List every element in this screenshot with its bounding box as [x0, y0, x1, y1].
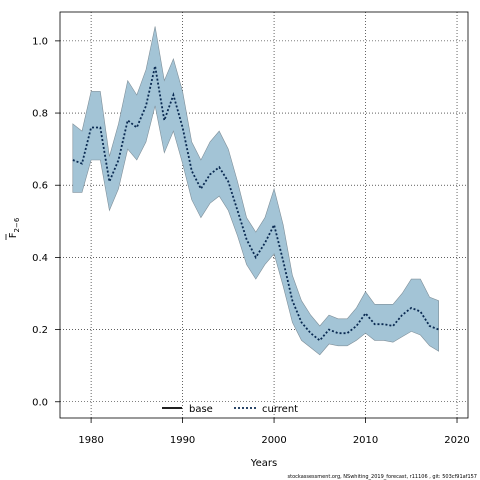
y-tick-label: 0.8	[32, 109, 48, 120]
svg-text:F2−6: F2−6	[8, 217, 21, 238]
x-tick-label: 1980	[78, 435, 103, 446]
confidence-band	[72, 26, 439, 356]
y-axis-label-sub: 2−6	[13, 217, 21, 232]
x-axis: 1980 1990 2000 2010 2020	[78, 418, 470, 446]
x-tick-label: 2020	[444, 435, 469, 446]
grid-lines	[60, 12, 468, 418]
legend: base current	[162, 404, 298, 415]
series-line-current	[72, 65, 440, 342]
y-axis: 0.0 0.2 0.4 0.6 0.8 1.0	[32, 36, 60, 408]
y-tick-label: 0.0	[32, 397, 48, 408]
legend-label-current: current	[262, 404, 298, 415]
x-axis-label: Years	[250, 458, 277, 469]
y-tick-label: 0.4	[32, 253, 48, 264]
x-tick-label: 2000	[261, 435, 286, 446]
plot-frame	[59, 11, 469, 419]
x-tick-label: 2010	[353, 435, 378, 446]
legend-label-base: base	[189, 404, 213, 415]
y-axis-label: F2−6	[5, 217, 21, 240]
x-tick-label: 1990	[170, 435, 195, 446]
y-axis-label-main: F	[8, 232, 19, 238]
footnote: stockassessment.org, NSwhiting_2019_fore…	[288, 474, 477, 480]
y-tick-label: 0.6	[32, 181, 48, 192]
y-tick-label: 1.0	[32, 36, 48, 47]
y-tick-label: 0.2	[32, 325, 48, 336]
